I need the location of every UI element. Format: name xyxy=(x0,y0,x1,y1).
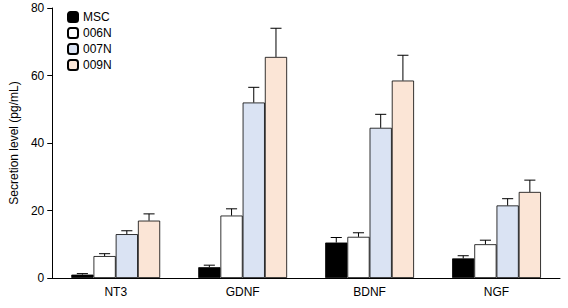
svg-text:BDNF: BDNF xyxy=(353,285,386,299)
svg-text:006N: 006N xyxy=(83,26,112,40)
svg-text:Secretion level (pg/mL): Secretion level (pg/mL) xyxy=(7,81,21,204)
svg-text:GDNF: GDNF xyxy=(226,285,260,299)
svg-text:NGF: NGF xyxy=(484,285,509,299)
svg-text:MSC: MSC xyxy=(83,10,110,24)
svg-text:60: 60 xyxy=(31,69,45,83)
svg-text:40: 40 xyxy=(31,136,45,150)
svg-text:007N: 007N xyxy=(83,42,112,56)
svg-text:0: 0 xyxy=(38,271,45,285)
svg-text:009N: 009N xyxy=(83,58,112,72)
svg-text:NT3: NT3 xyxy=(104,285,127,299)
svg-text:80: 80 xyxy=(31,1,45,15)
svg-text:20: 20 xyxy=(31,204,45,218)
